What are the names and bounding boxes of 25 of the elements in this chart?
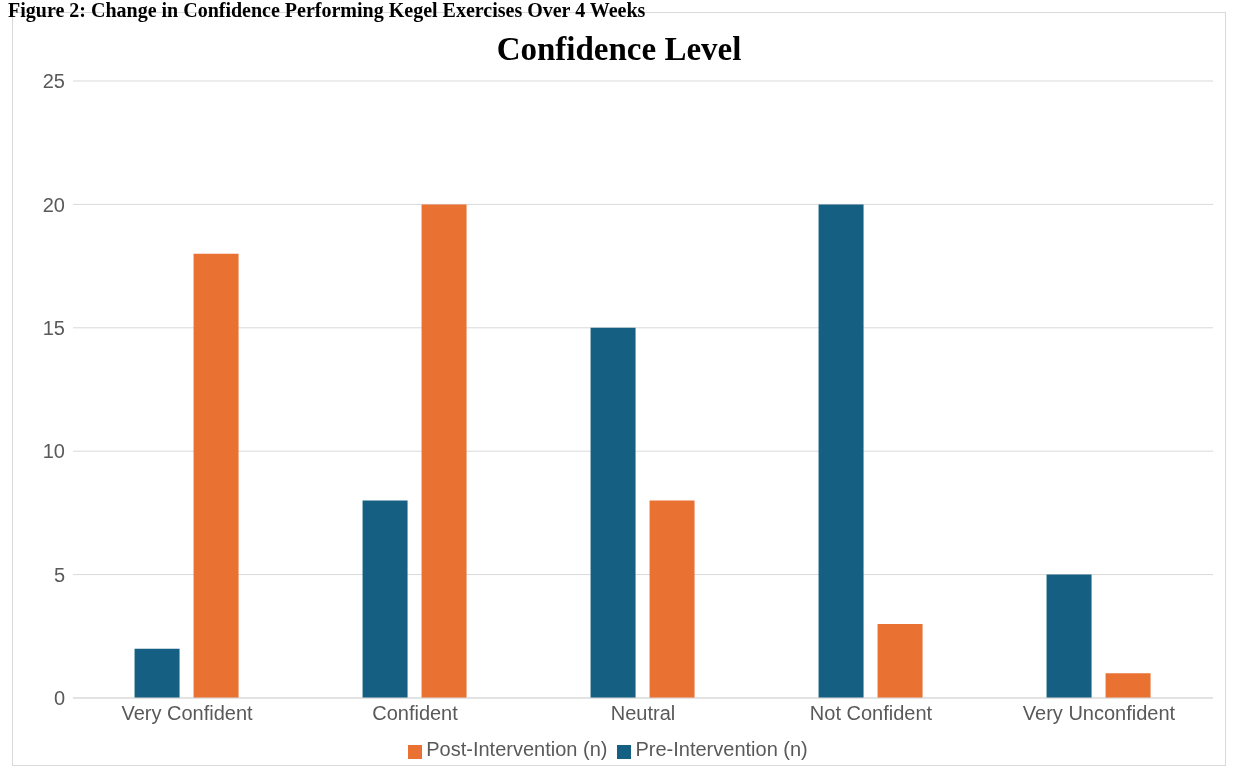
- x-tick-label: Neutral: [610, 702, 676, 725]
- bar: [421, 204, 467, 698]
- y-tick-label: 15: [42, 316, 65, 339]
- y-tick-label: 10: [42, 440, 65, 463]
- y-tick-label: 20: [42, 193, 65, 216]
- chart-subtitle: Confidence Level: [495, 31, 743, 69]
- x-tick-label: Very Confident: [121, 702, 254, 725]
- bar: [134, 648, 180, 698]
- bar: [877, 623, 923, 698]
- y-tick-label: 5: [53, 563, 65, 586]
- legend-label: Pre-Intervention (n): [635, 738, 808, 760]
- bar: [193, 253, 239, 698]
- bar: [362, 500, 408, 698]
- x-tick-label: Not Confident: [809, 702, 933, 725]
- legend-label: Post-Intervention (n): [426, 738, 608, 760]
- bar: [818, 204, 864, 698]
- x-tick-label: Confident: [372, 702, 459, 725]
- x-tick-label: Very Unconfident: [1022, 702, 1176, 725]
- bar: [649, 500, 695, 698]
- bar: [590, 327, 636, 698]
- y-tick-label: 25: [42, 70, 65, 93]
- bar: [1105, 673, 1151, 698]
- y-tick-label: 0: [53, 687, 65, 710]
- bar: [1046, 574, 1092, 698]
- chart-title: Figure 2: Change in Confidence Performing Kegel Exercises Over 4 Weeks: [8, 0, 647, 21]
